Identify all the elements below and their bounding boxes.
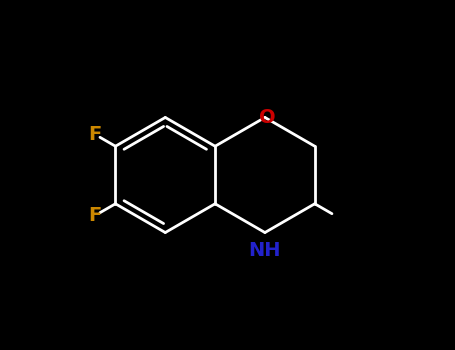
Text: F: F	[88, 206, 101, 225]
Text: NH: NH	[249, 241, 281, 260]
Text: F: F	[88, 125, 101, 144]
Text: O: O	[258, 108, 275, 127]
